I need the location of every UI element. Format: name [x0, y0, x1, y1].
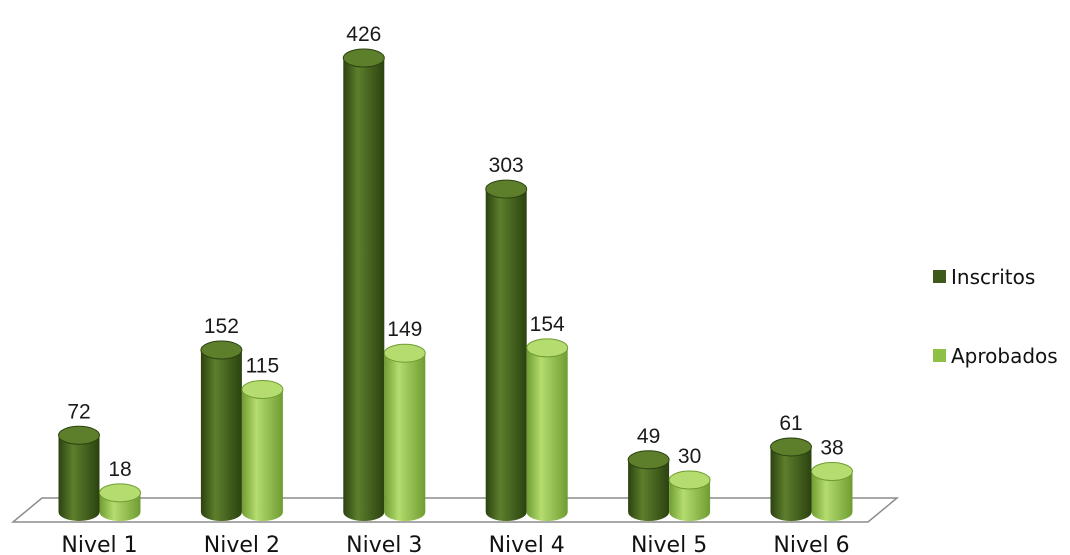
category-label-1: Nivel 1 [61, 533, 137, 555]
category-label-2: Nivel 2 [204, 533, 280, 555]
bar-inscritos-3 [342, 48, 385, 521]
legend-swatch [933, 270, 946, 283]
bar-aprobados-3 [383, 343, 426, 521]
data-label-aprobados-6: 38 [820, 437, 843, 460]
data-label-aprobados-2: 115 [246, 354, 279, 377]
category-label-4: Nivel 4 [489, 533, 565, 555]
data-label-inscritos-6: 61 [779, 412, 802, 435]
bar-inscritos-4 [485, 179, 528, 521]
data-label-aprobados-3: 149 [387, 318, 422, 341]
data-label-inscritos-5: 49 [637, 425, 660, 448]
category-label-6: Nivel 6 [773, 533, 849, 555]
bar-inscritos-6 [770, 437, 812, 521]
bar-inscritos-5 [627, 450, 670, 521]
category-label-3: Nivel 3 [346, 533, 422, 555]
bar-inscritos-2 [200, 340, 243, 521]
data-label-inscritos-3: 426 [346, 23, 381, 46]
bar-aprobados-1 [99, 483, 141, 521]
bar-aprobados-4 [526, 338, 569, 521]
data-label-aprobados-4: 154 [530, 313, 565, 336]
legend-item-inscritos: Inscritos [933, 265, 1035, 289]
chart-floor [10, 497, 900, 523]
bar-aprobados-6 [811, 462, 853, 521]
data-label-aprobados-5: 30 [678, 445, 701, 468]
legend-item-aprobados: Aprobados [933, 344, 1058, 368]
bar-aprobados-2 [241, 379, 284, 521]
data-label-inscritos-4: 303 [489, 154, 524, 177]
legend-swatch [933, 349, 946, 362]
bar-aprobados-5 [668, 470, 711, 521]
category-label-5: Nivel 5 [631, 533, 707, 555]
data-label-inscritos-2: 152 [204, 315, 239, 338]
legend-label: Aprobados [951, 344, 1058, 368]
data-label-aprobados-1: 18 [108, 458, 131, 481]
bar-inscritos-1 [58, 425, 100, 521]
floor-plane [10, 497, 900, 523]
data-labels-group: 72 18 152 115 426 149 303 154 49 30 61 38 [67, 23, 843, 481]
bars-group [58, 48, 853, 521]
legend: Inscritos Aprobados [933, 265, 1058, 368]
legend-label: Inscritos [951, 265, 1035, 289]
data-label-inscritos-1: 72 [67, 400, 90, 423]
category-axis: Nivel 1 Nivel 2 Nivel 3 Nivel 4 Nivel 5 Nivel… [61, 533, 849, 555]
